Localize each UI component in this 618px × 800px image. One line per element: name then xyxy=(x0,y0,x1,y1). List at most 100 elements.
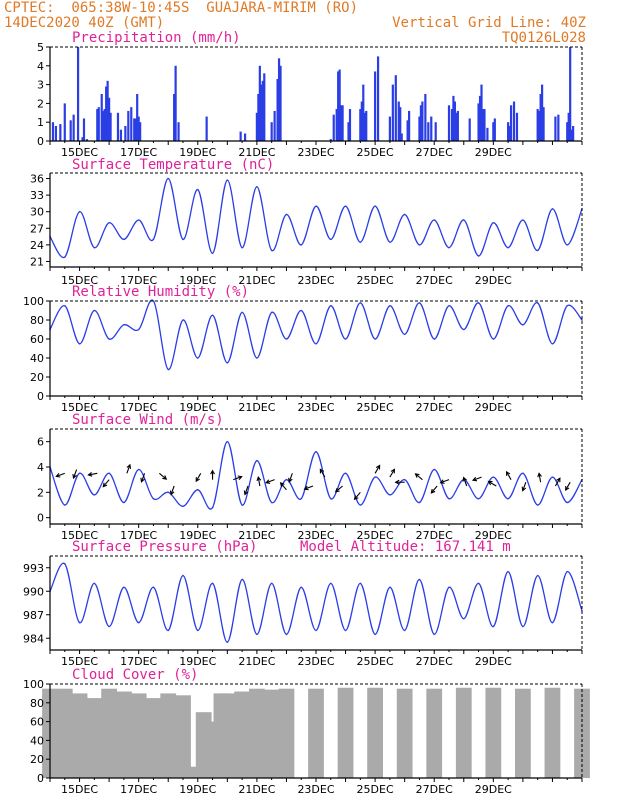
y-tick-label: 33 xyxy=(30,189,44,202)
wind-arrow-shaft xyxy=(335,485,343,493)
wind-arrow-shaft xyxy=(354,491,361,500)
precip-bar xyxy=(341,105,344,141)
y-tick-label: 40 xyxy=(30,352,44,365)
data-point xyxy=(566,570,569,573)
x-tick-label: 19DEC xyxy=(179,146,216,159)
data-point xyxy=(226,361,229,364)
data-point xyxy=(78,342,81,345)
data-point xyxy=(566,304,569,307)
precip-bar xyxy=(340,105,343,141)
x-tick-label: 25DEC xyxy=(357,274,394,287)
data-point xyxy=(418,302,421,304)
precip-bar xyxy=(139,122,142,141)
precip-bar xyxy=(515,112,519,141)
precip-bar xyxy=(137,116,140,141)
x-tick-label: 25DEC xyxy=(357,529,394,542)
wind-arrow xyxy=(389,468,395,478)
data-point xyxy=(196,489,199,491)
data-point xyxy=(93,309,96,312)
y-tick-label: 36 xyxy=(30,173,44,186)
model-code: TQ0126L028 xyxy=(501,30,586,46)
precip-bar xyxy=(539,94,542,141)
x-tick-label: 15DEC xyxy=(61,274,98,287)
data-point xyxy=(63,563,66,565)
x-tick-label: 17DEC xyxy=(120,529,157,542)
y-tick-label: 60 xyxy=(30,333,44,346)
precip-bar xyxy=(106,80,109,141)
wind-arrow xyxy=(394,479,405,485)
precip-bar xyxy=(567,112,570,141)
y-tick-label: 3 xyxy=(37,79,44,92)
y-tick-label: 6 xyxy=(37,436,44,449)
x-tick-label: 23DEC xyxy=(297,529,334,542)
x-tick-label: 19DEC xyxy=(179,529,216,542)
precip-bar xyxy=(512,101,516,141)
x-tick-label: 21DEC xyxy=(238,783,275,796)
data-point xyxy=(536,249,539,252)
cloud-bar xyxy=(219,693,236,778)
precip-bar xyxy=(76,47,80,141)
wind-arrow xyxy=(210,469,215,480)
y-tick-label: 0 xyxy=(37,772,44,785)
data-point xyxy=(167,177,170,180)
x-tick-label: 17DEC xyxy=(120,146,157,159)
data-point xyxy=(226,641,229,643)
wind-arrow-shaft xyxy=(522,482,527,491)
data-point xyxy=(182,574,184,577)
data-point xyxy=(285,478,288,481)
x-tick-label: 19DEC xyxy=(179,401,216,414)
precip-bar xyxy=(509,105,513,141)
wind-arrow xyxy=(195,473,202,483)
precip-bar xyxy=(508,125,511,141)
precip-bar xyxy=(51,122,55,141)
x-tick-label: 17DEC xyxy=(120,655,157,668)
grid-line-note: Vertical Grid Line: 40Z xyxy=(392,15,586,31)
wind-arrow-head xyxy=(394,479,400,485)
wind-arrow-shaft xyxy=(170,485,175,495)
x-tick-label: 21DEC xyxy=(238,274,275,287)
data-point xyxy=(403,478,406,481)
data-point xyxy=(492,476,495,478)
panel-0: 0 1 2 3 4 5 15DEC 17DEC 19DEC 21DEC 23DEC 25DEC 27DE… xyxy=(37,30,583,159)
data-point xyxy=(433,219,436,221)
wind-arrow xyxy=(353,491,361,501)
y-tick-label: 27 xyxy=(30,222,44,235)
precip-bar xyxy=(133,118,136,141)
data-point xyxy=(211,314,214,317)
x-tick-label: 29DEC xyxy=(475,783,512,796)
data-point xyxy=(226,179,229,181)
precip-bar xyxy=(136,94,139,141)
data-point xyxy=(477,255,480,257)
data-point xyxy=(477,302,480,304)
y-tick-label: 0 xyxy=(37,512,44,525)
precip-bar xyxy=(536,109,539,141)
x-tick-label: 27DEC xyxy=(416,401,453,414)
panel-title: Surface Pressure (hPa) xyxy=(72,539,257,555)
panel-title: Relative Humidity (%) xyxy=(72,284,249,300)
wind-arrow-shaft xyxy=(265,479,275,484)
wind-arrow-head xyxy=(288,477,293,483)
precip-bar xyxy=(109,112,112,141)
wind-arrow-head xyxy=(55,473,61,478)
cloud-bar xyxy=(337,687,354,778)
panel-4: 984 987 990 993 15DEC 17DEC 19DEC 21DEC 23DEC 25D… xyxy=(23,539,583,668)
x-tick-label: 27DEC xyxy=(416,783,453,796)
wind-arrow-head xyxy=(375,464,381,470)
wind-arrow-shaft xyxy=(304,485,314,490)
y-tick-label: 0 xyxy=(37,390,44,403)
data-point xyxy=(167,491,170,494)
x-tick-label: 27DEC xyxy=(416,274,453,287)
wind-arrow-head xyxy=(237,475,243,480)
data-point xyxy=(448,304,450,307)
wind-arrow-head xyxy=(279,482,285,487)
data-point xyxy=(374,205,376,207)
x-tick-label: 19DEC xyxy=(179,274,216,287)
precip-bar xyxy=(376,56,380,141)
x-tick-label: 17DEC xyxy=(120,274,157,287)
precip-bar xyxy=(419,105,423,141)
wind-arrow-head xyxy=(140,477,145,483)
precip-bar xyxy=(173,94,176,141)
wind-arrow xyxy=(72,469,78,480)
x-tick-label: 29DEC xyxy=(475,655,512,668)
wind-arrow xyxy=(334,485,343,493)
